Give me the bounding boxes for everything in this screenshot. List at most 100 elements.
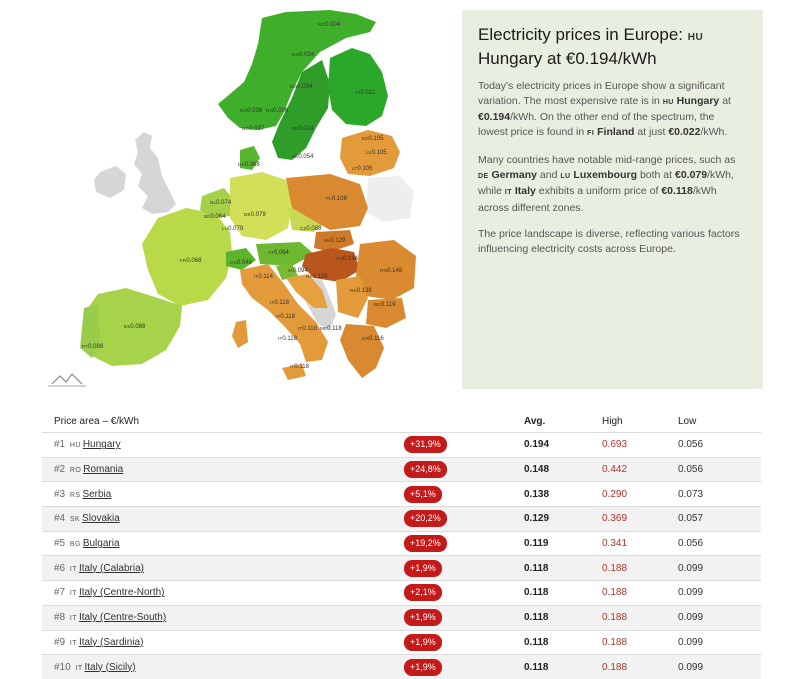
- map-price-label: SE0.054: [292, 154, 314, 160]
- change-cell: +24,8%: [404, 461, 524, 479]
- country-code: IT: [69, 590, 77, 598]
- table-row: #9 IT Italy (Sardinia) +1,9% 0.118 0.188 0.09…: [42, 629, 761, 655]
- map-price-label: NO0.036: [266, 108, 289, 114]
- price-area-cell: #10 IT Italy (Sicily): [42, 662, 404, 673]
- map-price-label: FI0.022: [356, 90, 376, 96]
- change-cell: +19,2%: [404, 535, 524, 553]
- table-row: #6 IT Italy (Calabria) +1,9% 0.118 0.188 0.09…: [42, 555, 761, 581]
- price-area-cell: #4 SK Slovakia: [42, 513, 404, 524]
- map-region-croatia: [286, 274, 328, 308]
- rank-label: #2: [54, 464, 66, 476]
- map-region-greece: [340, 324, 384, 378]
- price-area-link[interactable]: Romania: [83, 464, 124, 476]
- summary-title: Electricity prices in Europe: HU Hungary…: [478, 24, 747, 69]
- map-region-switzerland: [226, 248, 256, 270]
- low-cell: 0.056: [678, 439, 704, 451]
- rank-label: #9: [54, 636, 66, 648]
- map-price-label: ME0.118: [320, 326, 342, 332]
- avg-cell: 0.148: [524, 464, 550, 476]
- map-region-baltics: [340, 130, 400, 176]
- country-code: DE: [478, 172, 489, 180]
- country-code: HU: [662, 98, 674, 106]
- table-row: #1 HU Hungary +31,9% 0.194 0.693 0.056: [42, 432, 761, 457]
- map-price-label: LV0.105: [366, 150, 387, 156]
- map-price-label: NO0.036: [240, 108, 263, 114]
- price-area-cell: #2 RO Romania: [42, 464, 404, 475]
- country-code: RO: [69, 467, 82, 475]
- high-cell: 0.290: [602, 488, 628, 500]
- change-cell: +20,2%: [404, 510, 524, 528]
- map-price-label: NO0.004: [318, 22, 341, 28]
- map-region-italy: [240, 264, 328, 362]
- low-cell: 0.057: [678, 513, 704, 525]
- change-cell: +1,9%: [404, 658, 524, 676]
- high-cell: 0.188: [602, 562, 628, 574]
- map-logo-icon: [51, 373, 83, 385]
- map-price-label: IT0.118: [290, 364, 310, 370]
- price-area-cell: #3 RS Serbia: [42, 489, 404, 500]
- map-region-portugal: [80, 304, 100, 358]
- low-cell: 0.056: [678, 538, 704, 550]
- change-cell: +2,1%: [404, 584, 524, 602]
- map-region-uk: [134, 132, 176, 214]
- map-price-label: AT0.064: [268, 250, 290, 256]
- price-area-link[interactable]: Italy (Sardinia): [78, 636, 144, 648]
- map-region-benelux: [200, 188, 234, 218]
- country-code: FI: [587, 129, 595, 137]
- map-price-label: DK0.068: [238, 162, 260, 168]
- price-area-link[interactable]: Italy (Centre-South): [78, 612, 167, 624]
- high-cell: 0.341: [602, 538, 628, 550]
- map-price-label: PL0.108: [326, 196, 348, 202]
- map-price-label: HU0.194: [336, 256, 359, 262]
- summary-panel: Electricity prices in Europe: HU Hungary…: [462, 10, 763, 389]
- map-region-france: [142, 208, 232, 306]
- price-area-cell: #6 IT Italy (Calabria): [42, 563, 404, 574]
- price-value: €0.118: [661, 185, 693, 197]
- map-region-norway: [218, 10, 376, 130]
- map-region-austria: [256, 242, 314, 266]
- country-code: SK: [69, 516, 81, 524]
- price-area-link[interactable]: Serbia: [82, 488, 112, 500]
- summary-title-country-code: HU: [687, 32, 704, 43]
- country-name: Germany: [491, 168, 537, 181]
- map-price-label: IT0.118: [270, 300, 290, 306]
- country-code: HU: [69, 442, 81, 450]
- map-price-label: CH0.048: [230, 260, 253, 266]
- low-cell: 0.073: [678, 488, 704, 500]
- text-span: /kWh across different zones.: [478, 185, 717, 214]
- high-cell: 0.188: [602, 661, 628, 673]
- price-area-link[interactable]: Bulgaria: [82, 538, 120, 550]
- map-region-sicily: [282, 364, 306, 380]
- price-area-cell: #8 IT Italy (Centre-South): [42, 612, 404, 623]
- price-area-link[interactable]: Hungary: [82, 439, 121, 451]
- avg-cell: 0.118: [524, 661, 549, 673]
- change-badge: +24,8%: [404, 461, 447, 479]
- change-badge: +1,9%: [404, 658, 442, 676]
- low-cell: 0.056: [678, 464, 704, 476]
- avg-cell: 0.194: [524, 439, 550, 451]
- price-area-link[interactable]: Slovakia: [82, 513, 120, 525]
- country-code: IT: [69, 565, 77, 573]
- avg-cell: 0.118: [524, 587, 549, 599]
- header-low: Low: [678, 415, 697, 427]
- text-span: at: [722, 94, 731, 107]
- price-area-link[interactable]: Italy (Centre-North): [78, 587, 165, 599]
- map-region-sardinia: [232, 320, 248, 348]
- change-badge: +19,2%: [404, 535, 447, 553]
- high-cell: 0.188: [602, 612, 628, 624]
- price-value: €0.194: [478, 111, 511, 123]
- avg-cell: 0.118: [524, 636, 549, 648]
- price-area-link[interactable]: Italy (Calabria): [78, 562, 144, 574]
- map-price-label: IT0.114: [254, 274, 274, 280]
- map-price-label: CZ0.088: [300, 226, 322, 232]
- price-area-link[interactable]: Italy (Sicily): [84, 661, 136, 673]
- header-high: High: [602, 415, 623, 427]
- country-code: LU: [560, 172, 571, 180]
- map-price-label: IT0.118: [298, 326, 318, 332]
- map-price-label: NO0.024: [292, 52, 315, 58]
- map-price-label: DE0.079: [244, 212, 266, 218]
- rank-label: #8: [54, 612, 66, 624]
- avg-cell: 0.118: [524, 562, 549, 574]
- text-span: both at: [639, 168, 673, 181]
